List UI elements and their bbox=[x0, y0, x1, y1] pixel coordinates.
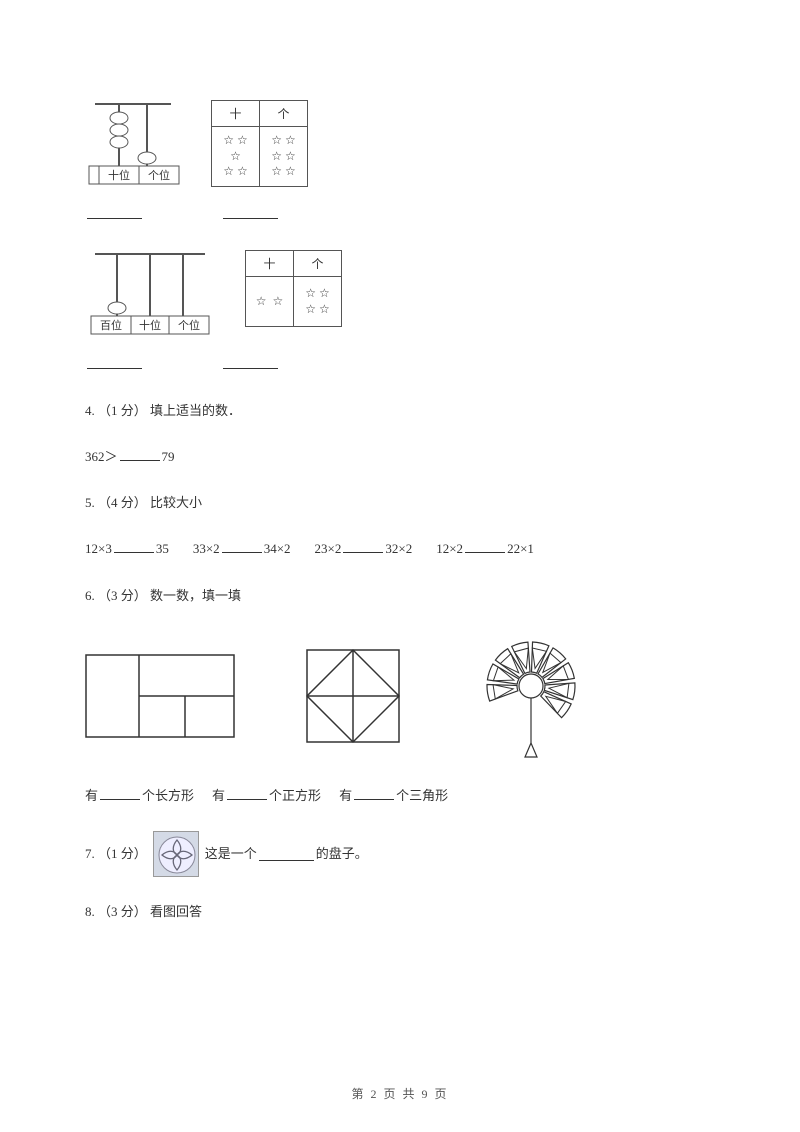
q5-label: 5. （4 分） 比较大小 bbox=[85, 492, 715, 514]
ones-stars: ☆ ☆ ☆ ☆ ☆ ☆ bbox=[260, 127, 308, 187]
blank[interactable] bbox=[100, 786, 140, 800]
q7-mid: 这是一个 bbox=[205, 843, 257, 865]
q7-label: 7. （1 分） bbox=[85, 843, 147, 865]
q5-item: 12×335 bbox=[85, 538, 169, 560]
th-one: 个 bbox=[260, 101, 308, 127]
q5-item: 12×222×1 bbox=[436, 538, 534, 560]
q6-ans: 有个正方形 bbox=[212, 785, 321, 807]
th-one: 个 bbox=[294, 251, 342, 277]
q6-ans: 有个三角形 bbox=[339, 785, 448, 807]
blank[interactable] bbox=[87, 355, 142, 369]
svg-text:个位: 个位 bbox=[178, 318, 200, 332]
blank[interactable] bbox=[259, 847, 314, 861]
q6-ans: 有个长方形 bbox=[85, 785, 194, 807]
th-ten: 十 bbox=[212, 101, 260, 127]
page-footer: 第 2 页 共 9 页 bbox=[0, 1085, 800, 1102]
q8-label: 8. （3 分） 看图回答 bbox=[85, 901, 715, 923]
figure-1: 十位 个位 十 个 ☆ ☆ ☆ ☆ ☆ ☆ ☆ ☆ ☆ ☆ ☆ bbox=[85, 100, 715, 194]
q4-label: 4. （1 分） 填上适当的数． bbox=[85, 400, 715, 422]
svg-text:十位: 十位 bbox=[139, 318, 161, 332]
figure-2: 百位 十位 个位 十 个 ☆ ☆ ☆ ☆ ☆ ☆ bbox=[85, 250, 715, 344]
q4-left: 362＞ bbox=[85, 449, 118, 464]
question-6: 6. （3 分） 数一数，填一填 有个长方形 有个正方 bbox=[85, 585, 715, 807]
q6-label: 6. （3 分） 数一数，填一填 bbox=[85, 585, 715, 607]
q5-items: 12×335 33×234×2 23×232×2 12×222×1 bbox=[85, 538, 715, 560]
th-ten: 十 bbox=[246, 251, 294, 277]
rectangles-figure bbox=[85, 654, 235, 738]
blank[interactable] bbox=[87, 205, 142, 219]
q5-item: 23×232×2 bbox=[315, 538, 413, 560]
blank[interactable] bbox=[114, 539, 154, 553]
blank[interactable] bbox=[227, 786, 267, 800]
blank[interactable] bbox=[223, 355, 278, 369]
figure2-blanks bbox=[85, 354, 715, 376]
figure1-blanks bbox=[85, 204, 715, 226]
svg-text:百位: 百位 bbox=[100, 318, 122, 332]
tens-stars: ☆ ☆ ☆ ☆ ☆ bbox=[212, 127, 260, 187]
question-7: 7. （1 分） 这是一个 的盘子。 bbox=[85, 831, 715, 877]
q5-item: 33×234×2 bbox=[193, 538, 291, 560]
blank[interactable] bbox=[354, 786, 394, 800]
q4-right: 79 bbox=[162, 449, 175, 464]
question-5: 5. （4 分） 比较大小 12×335 33×234×2 23×232×2 1… bbox=[85, 492, 715, 560]
q6-answers: 有个长方形 有个正方形 有个三角形 bbox=[85, 785, 715, 807]
fan-figure bbox=[471, 631, 591, 761]
question-4: 4. （1 分） 填上适当的数． 362＞ 79 bbox=[85, 400, 715, 468]
q6-figures bbox=[85, 631, 715, 761]
q7-end: 的盘子。 bbox=[316, 843, 368, 865]
square-figure bbox=[305, 648, 401, 744]
abacus1-label-ones: 个位 bbox=[148, 168, 170, 182]
abacus-2: 百位 十位 个位 bbox=[85, 250, 215, 344]
abacus-1: 十位 个位 bbox=[85, 100, 181, 194]
blank[interactable] bbox=[223, 205, 278, 219]
star-table-2: 十 个 ☆ ☆ ☆ ☆ ☆ ☆ bbox=[245, 250, 342, 327]
plate-icon bbox=[153, 831, 199, 877]
tens-stars2: ☆ ☆ bbox=[246, 277, 294, 327]
blank[interactable] bbox=[343, 539, 383, 553]
question-8: 8. （3 分） 看图回答 bbox=[85, 901, 715, 923]
abacus1-label-tens: 十位 bbox=[108, 168, 130, 182]
blank[interactable] bbox=[465, 539, 505, 553]
star-table-1: 十 个 ☆ ☆ ☆ ☆ ☆ ☆ ☆ ☆ ☆ ☆ ☆ bbox=[211, 100, 308, 187]
blank[interactable] bbox=[222, 539, 262, 553]
blank[interactable] bbox=[120, 447, 160, 461]
q4-expr: 362＞ 79 bbox=[85, 446, 715, 468]
ones-stars2: ☆ ☆ ☆ ☆ bbox=[294, 277, 342, 327]
